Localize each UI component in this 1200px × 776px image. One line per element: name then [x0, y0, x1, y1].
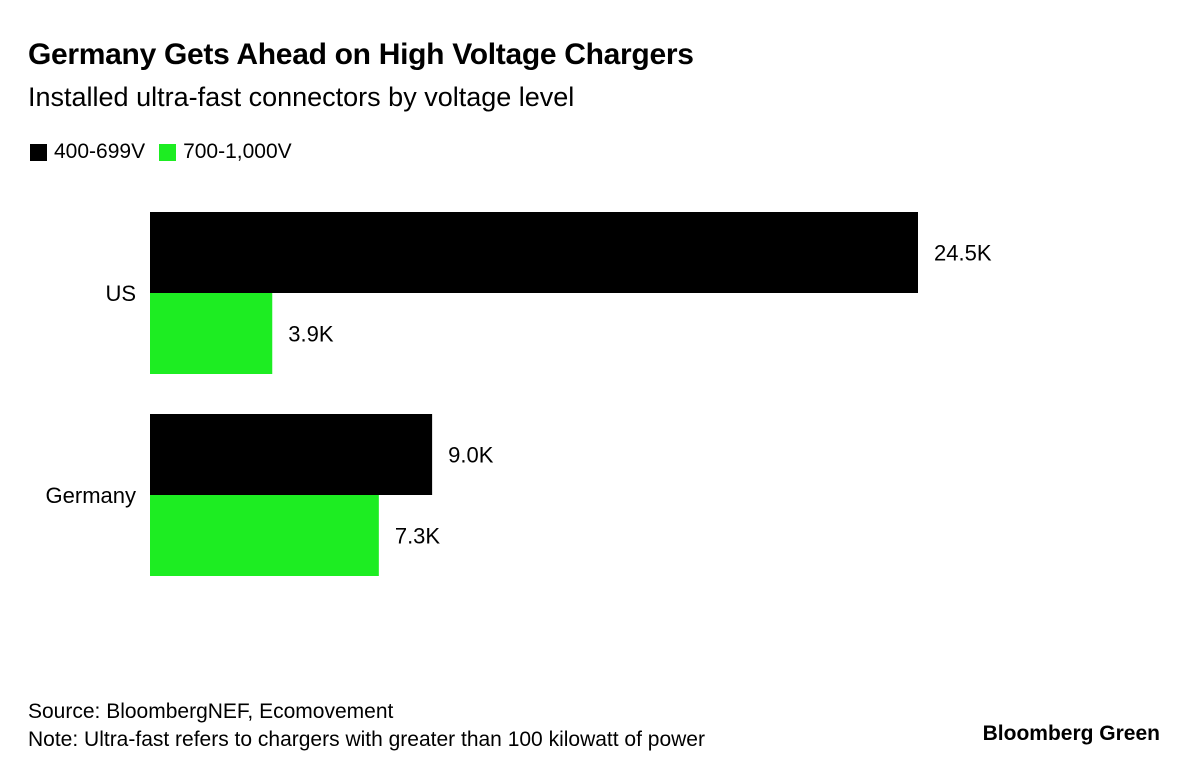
legend: 400-699V 700-1,000V	[30, 140, 306, 164]
legend-swatch-green	[159, 143, 177, 161]
legend-swatch-black	[30, 143, 47, 161]
category-label: Germany	[46, 483, 136, 508]
chart-subtitle: Installed ultra-fast connectors by volta…	[28, 82, 575, 112]
legend-label: 400-699V	[54, 140, 146, 163]
bar-us-high-voltage	[150, 293, 273, 374]
bar-germany-low-voltage	[150, 414, 433, 495]
legend-label: 700-1,000V	[183, 140, 292, 163]
legend-item-700-1000v: 700-1,000V	[159, 140, 292, 164]
data-label: 24.5K	[934, 241, 992, 266]
bar-germany-high-voltage	[150, 495, 379, 576]
brand-logo: Bloomberg Green	[982, 722, 1160, 745]
footnote: Note: Ultra-fast refers to chargers with…	[28, 728, 705, 751]
category-label: US	[105, 281, 136, 306]
data-label: 3.9K	[288, 322, 334, 347]
data-label: 9.0K	[448, 443, 494, 468]
data-label: 7.3K	[395, 524, 441, 549]
bar-us-low-voltage	[150, 212, 918, 293]
source-note: Source: BloombergNEF, Ecomovement	[28, 700, 394, 723]
chart-title: Germany Gets Ahead on High Voltage Charg…	[28, 38, 694, 71]
legend-item-400-699v: 400-699V	[30, 140, 145, 164]
